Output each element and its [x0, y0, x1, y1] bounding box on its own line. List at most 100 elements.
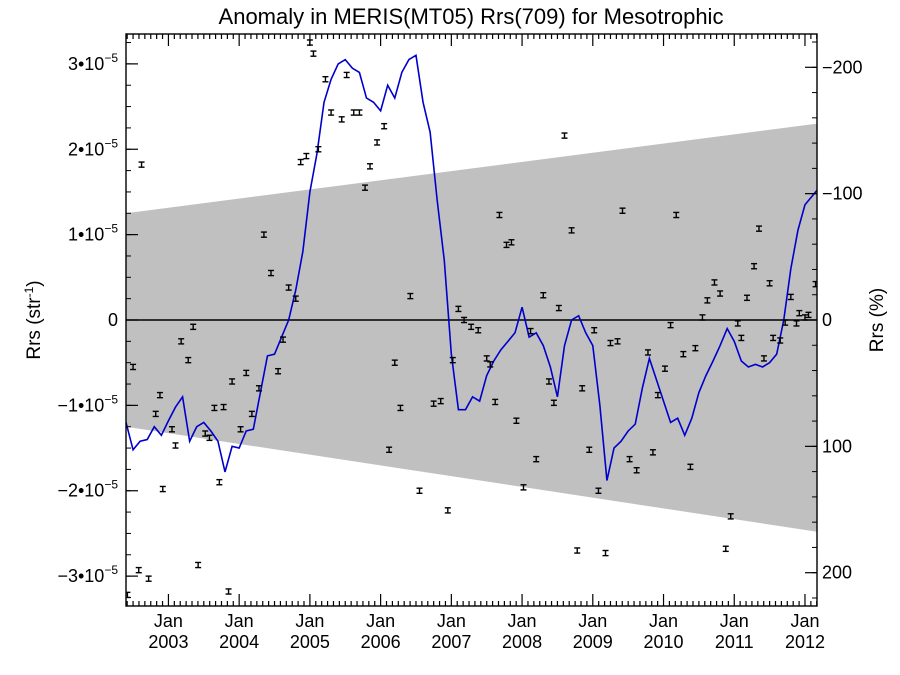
x-tick-year: 2007: [431, 632, 471, 652]
data-point: [152, 410, 159, 418]
data-point: [751, 262, 758, 270]
data-point: [381, 122, 388, 130]
data-point: [561, 132, 568, 139]
data-point: [540, 291, 547, 299]
data-point: [475, 326, 482, 334]
data-point: [280, 336, 287, 343]
data-point: [367, 163, 374, 170]
data-point: [607, 339, 614, 347]
x-tick-year: 2003: [148, 632, 188, 652]
data-point: [687, 463, 694, 471]
data-point: [766, 280, 773, 287]
data-point: [178, 338, 185, 345]
data-point: [503, 241, 510, 249]
x-tick-month: Jan: [366, 611, 395, 631]
data-point: [661, 365, 668, 372]
y-tick-right-label: 100: [822, 436, 852, 456]
y-tick-left-label: 2•10−5: [68, 136, 118, 159]
data-point: [430, 400, 437, 407]
x-tick-month: Jan: [295, 611, 324, 631]
data-point: [315, 145, 322, 153]
data-point: [267, 269, 274, 277]
data-point: [135, 566, 142, 574]
y-axis-left-label: Rrs (str-1): [22, 280, 45, 359]
data-point: [362, 184, 369, 191]
data-point: [805, 311, 812, 319]
data-point: [449, 356, 456, 364]
x-tick-year: 2004: [219, 632, 259, 652]
x-tick-year: 2005: [290, 632, 330, 652]
data-point: [533, 455, 540, 463]
data-point: [770, 334, 777, 342]
series-line: [126, 54, 817, 481]
y-tick-left-label: −3•10−5: [57, 563, 118, 586]
data-point: [513, 417, 520, 425]
data-point: [350, 109, 357, 116]
data-point: [727, 513, 734, 520]
x-tick-month: Jan: [790, 611, 819, 631]
data-point: [303, 152, 310, 160]
y-tick-right-label: −200: [822, 57, 863, 77]
data-point: [220, 403, 227, 411]
data-point: [812, 280, 817, 288]
data-point: [667, 321, 674, 329]
data-point: [496, 211, 503, 219]
data-point: [743, 294, 750, 302]
data-point: [145, 575, 152, 582]
data-point: [461, 316, 468, 324]
y-axis-right: −200 −100 0 100 200: [805, 41, 863, 599]
data-point: [185, 356, 192, 364]
data-point: [796, 309, 803, 317]
data-point: [711, 279, 718, 286]
data-point: [206, 434, 213, 442]
data-point: [292, 295, 299, 302]
data-point: [756, 225, 763, 232]
data-point: [492, 398, 499, 406]
data-point: [130, 363, 137, 371]
data-point: [602, 549, 609, 557]
data-point: [717, 290, 724, 297]
data-point: [285, 284, 292, 291]
data-point: [483, 355, 490, 362]
data-point: [310, 50, 317, 57]
x-tick-month: Jan: [437, 611, 466, 631]
data-point: [229, 378, 236, 385]
x-tick-month: Jan: [649, 611, 678, 631]
data-point: [407, 292, 414, 300]
data-point: [760, 355, 767, 362]
plot-area: [126, 39, 817, 599]
data-point: [168, 426, 175, 433]
data-point: [138, 161, 145, 168]
data-point: [555, 304, 562, 312]
data-point: [595, 487, 602, 495]
y-tick-left-label: −1•10−5: [57, 392, 118, 415]
data-point: [699, 314, 706, 321]
data-point: [374, 139, 381, 146]
data-point: [202, 430, 209, 437]
data-point: [297, 158, 304, 166]
data-point: [782, 319, 789, 326]
data-point: [248, 410, 255, 418]
data-point: [777, 337, 784, 344]
data-point: [237, 426, 244, 433]
data-point: [626, 455, 633, 463]
chart-title: Anomaly in MERIS(MT05) Rrs(709) for Meso…: [219, 4, 724, 29]
x-tick-year: 2012: [785, 632, 825, 652]
data-point: [545, 378, 552, 385]
data-point: [692, 344, 699, 352]
data-point: [156, 391, 163, 399]
y-tick-left-label: 0: [108, 310, 118, 330]
y-axis-right-label: Rrs (%): [867, 288, 888, 352]
data-point: [508, 239, 515, 246]
x-tick-month: Jan: [720, 611, 749, 631]
data-point: [633, 466, 640, 474]
data-point: [322, 75, 329, 83]
data-point: [391, 359, 398, 366]
data-point: [216, 478, 223, 486]
data-point: [654, 391, 661, 399]
x-tick-year: 2006: [361, 632, 401, 652]
data-point: [734, 320, 741, 327]
data-point: [527, 327, 534, 335]
data-point: [328, 109, 335, 116]
x-tick-year: 2010: [643, 632, 683, 652]
